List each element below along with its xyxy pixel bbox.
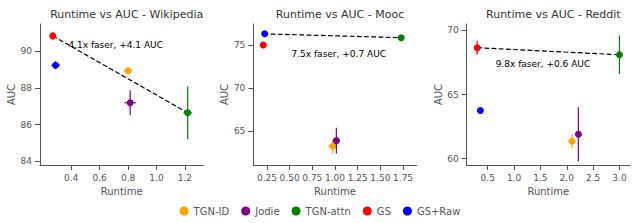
svg-text:Runtime vs AUC - Wikipedia: Runtime vs AUC - Wikipedia <box>50 8 203 21</box>
svg-text:0.75: 0.75 <box>302 173 322 183</box>
svg-text:60: 60 <box>447 154 459 164</box>
svg-text:Runtime: Runtime <box>314 186 356 197</box>
svg-text:1.2: 1.2 <box>178 173 192 183</box>
svg-text:1.0: 1.0 <box>507 173 522 183</box>
svg-text:AUC: AUC <box>6 84 17 105</box>
svg-text:Runtime vs AUC - Reddit: Runtime vs AUC - Reddit <box>486 8 621 21</box>
svg-text:0.6: 0.6 <box>92 173 107 183</box>
svg-text:84: 84 <box>21 156 33 166</box>
svg-text:0.8: 0.8 <box>121 173 136 183</box>
svg-text:65: 65 <box>234 126 245 136</box>
svg-text:88: 88 <box>21 83 33 93</box>
svg-text:2.5: 2.5 <box>586 173 600 183</box>
svg-text:AUC: AUC <box>433 84 444 105</box>
svg-text:Runtime: Runtime <box>101 186 143 197</box>
svg-text:Runtime: Runtime <box>527 186 569 197</box>
svg-text:1.0: 1.0 <box>149 173 164 183</box>
svg-text:65: 65 <box>447 90 458 100</box>
svg-text:3.0: 3.0 <box>612 173 627 183</box>
svg-text:Runtime vs AUC - Mooc: Runtime vs AUC - Mooc <box>276 8 404 21</box>
svg-text:0.25: 0.25 <box>257 173 277 183</box>
svg-text:70: 70 <box>234 83 246 93</box>
svg-text:2.0: 2.0 <box>560 173 575 183</box>
svg-text:75: 75 <box>234 40 245 50</box>
svg-text:4.1x faser, +4.1 AUC: 4.1x faser, +4.1 AUC <box>68 40 163 50</box>
svg-text:90: 90 <box>21 46 33 56</box>
svg-text:9.8x faser, +0.6 AUC: 9.8x faser, +0.6 AUC <box>496 59 591 69</box>
svg-text:1.00: 1.00 <box>325 173 345 183</box>
svg-text:1.75: 1.75 <box>393 173 413 183</box>
svg-text:Jodie: Jodie <box>254 206 279 217</box>
svg-text:7.5x faser, +0.7 AUC: 7.5x faser, +0.7 AUC <box>291 49 386 59</box>
svg-text:AUC: AUC <box>219 84 230 105</box>
svg-text:GS+Raw: GS+Raw <box>417 206 461 217</box>
svg-text:1.5: 1.5 <box>533 173 547 183</box>
svg-text:1.25: 1.25 <box>348 173 368 183</box>
svg-text:1.50: 1.50 <box>370 173 390 183</box>
svg-text:0.5: 0.5 <box>481 173 495 183</box>
svg-text:GS: GS <box>377 206 391 217</box>
svg-text:TGN-attn: TGN-attn <box>305 206 351 217</box>
svg-text:86: 86 <box>21 120 33 130</box>
svg-text:TGN-ID: TGN-ID <box>193 206 230 217</box>
svg-text:0.4: 0.4 <box>64 173 79 183</box>
svg-text:0.50: 0.50 <box>280 173 300 183</box>
svg-text:70: 70 <box>447 25 459 35</box>
